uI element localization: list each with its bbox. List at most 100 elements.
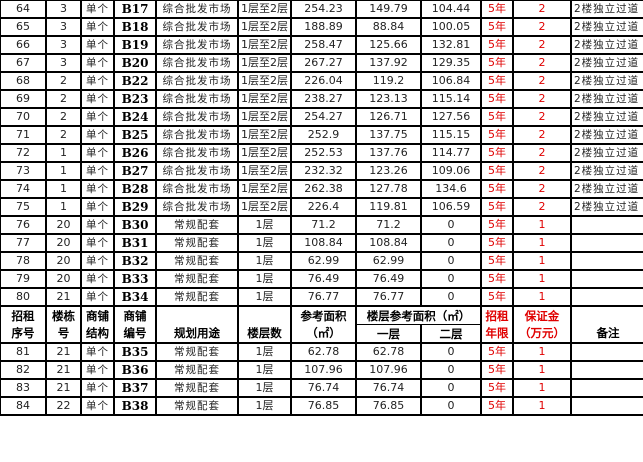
cell-floor1: 119.2 [355,71,422,91]
cell-ref-area: 107.96 [290,360,357,380]
cell-floor2: 127.56 [420,107,482,127]
cell-floors: 1层至2层 [237,35,292,55]
cell-floor2: 0 [420,378,482,398]
cell-floor1: 123.26 [355,161,422,181]
cell-remark [570,360,643,380]
cell-structure: 单个 [80,107,115,127]
cell-term: 5年 [480,89,514,109]
cell-usage: 综合批发市场 [155,179,239,199]
cell-ref-area: 252.9 [290,125,357,145]
cell-usage: 综合批发市场 [155,125,239,145]
cell-deposit: 2 [512,17,572,37]
cell-building: 1 [45,197,82,217]
cell-floor1: 62.78 [355,342,422,362]
table-row: 75 1 单个 B29 综合批发市场 1层至2层 226.4 119.81 106.59 5年 2 2… [0,197,643,217]
table-row: 72 1 单个 B26 综合批发市场 1层至2层 252.53 137.76 114.77 5年 2… [0,143,643,163]
cell-floors: 1层至2层 [237,0,292,19]
cell-ref-area: 76.74 [290,378,357,398]
cell-structure: 单个 [80,360,115,380]
cell-shop-no: B20 [113,53,157,73]
cell-building: 1 [45,179,82,199]
cell-floors: 1层至2层 [237,107,292,127]
cell-shop-no: B23 [113,89,157,109]
cell-floor2: 0 [420,396,482,416]
cell-remark [570,396,643,416]
cell-floor1: 62.99 [355,251,422,271]
cell-deposit: 1 [512,215,572,235]
header-deposit-2: （万元） [512,324,572,344]
cell-term: 5年 [480,287,514,307]
cell-deposit: 1 [512,233,572,253]
cell-serial: 77 [0,233,47,253]
table-row: 83 21 单个 B37 常规配套 1层 76.74 76.74 0 5年 1 [0,378,643,398]
cell-floor2: 0 [420,215,482,235]
table-row: 80 21 单个 B34 常规配套 1层 76.77 76.77 0 5年 1 [0,287,643,307]
cell-deposit: 2 [512,89,572,109]
cell-floor1: 88.84 [355,17,422,37]
cell-structure: 单个 [80,179,115,199]
cell-deposit: 1 [512,269,572,289]
cell-ref-area: 76.85 [290,396,357,416]
cell-floors: 1层 [237,342,292,362]
table-row: 67 3 单个 B20 综合批发市场 1层至2层 267.27 137.92 129.35 5年 2… [0,53,643,73]
cell-usage: 综合批发市场 [155,0,239,19]
cell-floor1: 137.92 [355,53,422,73]
cell-shop-no: B38 [113,396,157,416]
cell-term: 5年 [480,161,514,181]
cell-floor2: 0 [420,287,482,307]
cell-building: 2 [45,89,82,109]
cell-floor1: 76.77 [355,287,422,307]
cell-floor1: 119.81 [355,197,422,217]
cell-usage: 综合批发市场 [155,161,239,181]
cell-usage: 综合批发市场 [155,71,239,91]
cell-shop-no: B28 [113,179,157,199]
cell-floor1: 123.13 [355,89,422,109]
cell-floors: 1层 [237,287,292,307]
cell-term: 5年 [480,233,514,253]
cell-deposit: 1 [512,342,572,362]
cell-floor2: 106.59 [420,197,482,217]
table-row: 82 21 单个 B36 常规配套 1层 107.96 107.96 0 5年 1 [0,360,643,380]
cell-floor1: 76.74 [355,378,422,398]
cell-floor2: 0 [420,342,482,362]
cell-remark: 2楼独立过道 [570,0,643,19]
cell-floors: 1层 [237,233,292,253]
cell-usage: 综合批发市场 [155,53,239,73]
cell-serial: 65 [0,17,47,37]
cell-floors: 1层至2层 [237,161,292,181]
header-building: 楼栋 [45,305,82,325]
cell-remark [570,251,643,271]
cell-serial: 76 [0,215,47,235]
cell-serial: 71 [0,125,47,145]
cell-structure: 单个 [80,53,115,73]
cell-usage: 常规配套 [155,215,239,235]
cell-floors: 1层至2层 [237,143,292,163]
header-term: 招租 [480,305,514,325]
cell-building: 20 [45,233,82,253]
header-remark: 备注 [570,324,643,344]
cell-structure: 单个 [80,396,115,416]
cell-remark: 2楼独立过道 [570,179,643,199]
cell-usage: 综合批发市场 [155,197,239,217]
header-term-2: 年限 [480,324,514,344]
cell-remark [570,287,643,307]
cell-shop-no: B19 [113,35,157,55]
header-deposit: 保证金 [512,305,572,325]
cell-term: 5年 [480,269,514,289]
table-header: 招租 楼栋 商铺 商铺 参考面积 楼层参考面积（㎡） 招租 保证金 序号 号 结… [0,305,643,344]
cell-floor2: 106.84 [420,71,482,91]
cell-serial: 74 [0,179,47,199]
header-remark-top [570,305,643,325]
cell-floors: 1层至2层 [237,179,292,199]
cell-usage: 常规配套 [155,269,239,289]
cell-floors: 1层 [237,378,292,398]
cell-building: 20 [45,215,82,235]
cell-remark: 2楼独立过道 [570,17,643,37]
cell-deposit: 1 [512,360,572,380]
cell-remark: 2楼独立过道 [570,161,643,181]
cell-floor2: 115.14 [420,89,482,109]
cell-shop-no: B17 [113,0,157,19]
cell-serial: 70 [0,107,47,127]
cell-structure: 单个 [80,197,115,217]
cell-building: 21 [45,378,82,398]
